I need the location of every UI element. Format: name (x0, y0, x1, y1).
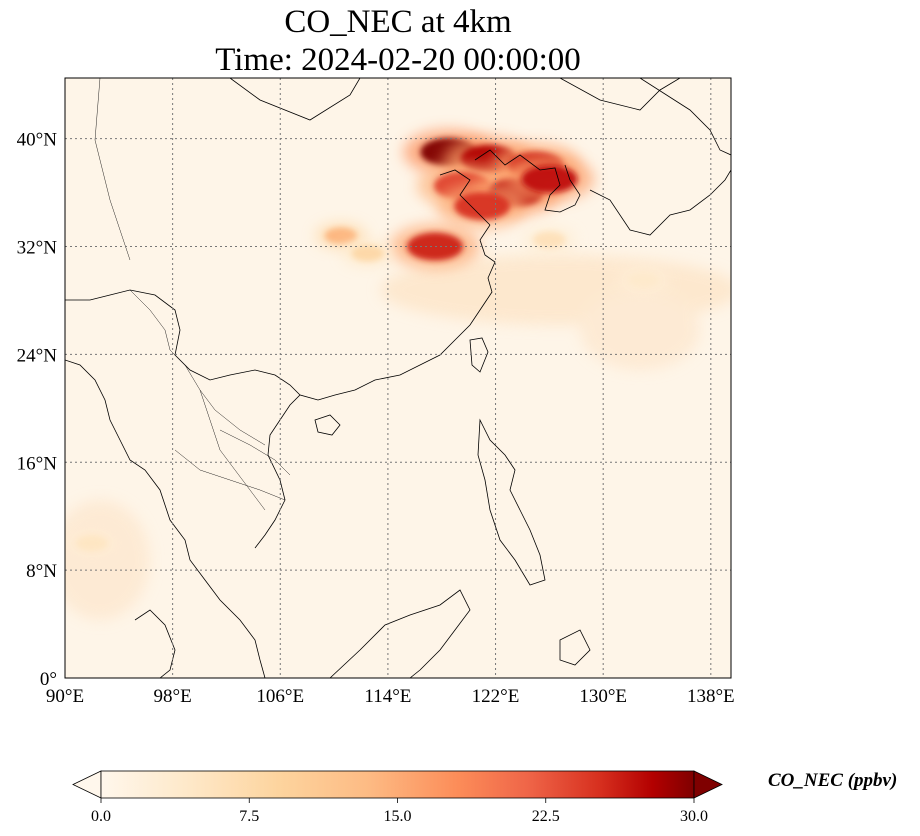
latitude-ticks: 0° 8°N 16°N 24°N 32°N 40°N (17, 130, 58, 690)
lat-tick-label: 40°N (17, 130, 58, 151)
map-frame (64, 77, 732, 679)
lon-tick-label: 138°E (687, 686, 735, 707)
co-plume-core (75, 535, 108, 552)
country-borders (94, 78, 291, 511)
lat-tick-label: 32°N (17, 238, 58, 259)
colorbar-gradient (100, 770, 695, 799)
coastlines (65, 78, 731, 678)
chart-title-line2: Time: 2024-02-20 00:00:00 (215, 42, 581, 78)
colorbar-ticks: 0.0 7.5 15.0 22.5 30.0 (91, 798, 708, 825)
colorbar-extend-min (72, 770, 102, 799)
co-concentration-layer (66, 129, 670, 556)
colorbar-tick-label: 7.5 (239, 808, 259, 825)
co-plume-core (351, 245, 384, 262)
lat-tick-label: 8°N (26, 561, 57, 582)
co-plume-core (533, 231, 566, 248)
lat-tick-label: 0° (40, 669, 57, 690)
co-plume-core (521, 165, 578, 194)
lon-tick-label: 114°E (364, 686, 411, 707)
map-background (65, 78, 731, 678)
lon-tick-label: 106°E (256, 686, 304, 707)
lat-tick-label: 16°N (17, 453, 58, 474)
co-plume-core (324, 227, 357, 244)
lat-tick-label: 24°N (17, 345, 58, 366)
colorbar-extend-max (693, 770, 723, 799)
lon-tick-label: 98°E (154, 686, 192, 707)
co-plume-core (627, 272, 660, 289)
colorbar-tick-label: 30.0 (680, 808, 708, 825)
map-gridlines (65, 78, 731, 678)
colorbar-label: CO_NEC (ppbv) (768, 770, 898, 791)
colorbar-tick-label: 15.0 (384, 808, 412, 825)
colorbar: 0.0 7.5 15.0 22.5 30.0 (72, 770, 723, 825)
lon-tick-label: 90°E (46, 686, 84, 707)
co-plume-core (454, 192, 511, 221)
lon-tick-label: 122°E (472, 686, 520, 707)
chart-title-line1: CO_NEC at 4km (284, 4, 512, 40)
longitude-ticks: 90°E 98°E 106°E 114°E 122°E 130°E 138°E (46, 686, 735, 707)
colorbar-tick-label: 0.0 (91, 808, 111, 825)
lon-tick-label: 130°E (579, 686, 627, 707)
colorbar-tick-label: 22.5 (532, 808, 560, 825)
